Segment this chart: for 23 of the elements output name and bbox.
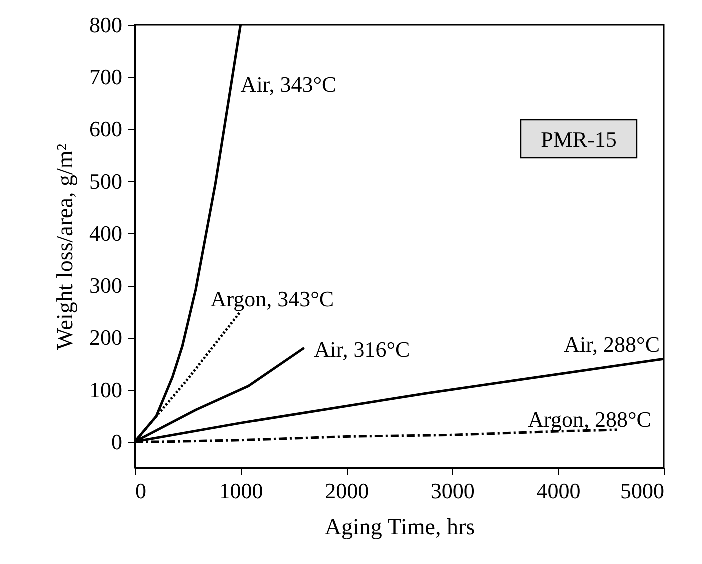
- series-label: Air, 343°C: [240, 72, 337, 97]
- y-tick-label: 300: [90, 273, 122, 298]
- y-tick-label: 200: [90, 325, 122, 350]
- y-tick-label: 500: [90, 168, 122, 194]
- x-tick-label: 4000: [536, 478, 581, 504]
- y-axis-title: Weight loss/area, g/m²: [52, 144, 78, 350]
- y-tick-label: 800: [90, 12, 122, 38]
- y-tick-label: 400: [90, 220, 122, 246]
- x-tick-label: 0: [136, 478, 146, 504]
- series-label: Air, 316°C: [314, 337, 410, 362]
- y-tick-label: 700: [90, 64, 122, 90]
- x-axis-title: Aging Time, hrs: [324, 514, 476, 540]
- annotation: PMR-15: [541, 127, 617, 152]
- y-tick-label: 0: [112, 429, 122, 454]
- y-tick-label: 100: [90, 377, 122, 402]
- x-tick-label: 2000: [325, 478, 370, 504]
- y-tick-label: 600: [90, 116, 122, 142]
- x-tick-label: 5000: [620, 478, 664, 504]
- series-label: Argon, 288°C: [528, 406, 652, 432]
- x-tick-label: 1000: [219, 478, 264, 504]
- series-label: Argon, 343°C: [210, 286, 334, 312]
- x-tick-label: 3000: [430, 478, 475, 504]
- series-label: Air, 288°C: [564, 332, 660, 358]
